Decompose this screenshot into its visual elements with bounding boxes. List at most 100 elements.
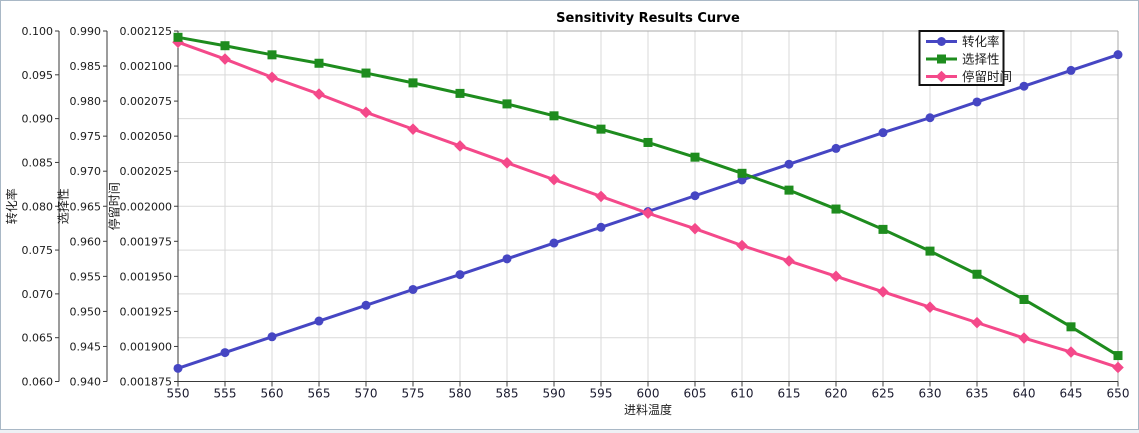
y-tick-label: 0.001925 <box>120 305 173 318</box>
residence-time-point <box>1065 346 1077 358</box>
y-tick-label: 0.975 <box>70 130 102 143</box>
residence-time-point <box>736 239 748 252</box>
residence-time-point <box>219 53 231 65</box>
x-tick-label: 635 <box>966 387 989 401</box>
x-tick-label: 560 <box>261 387 284 401</box>
conversion-point <box>408 284 418 294</box>
legend-label: 选择性 <box>962 52 1000 67</box>
conversion-point <box>502 254 512 264</box>
y-tick-label: 0.990 <box>70 25 102 38</box>
y-tick-label: 0.002025 <box>120 165 173 178</box>
residence-time-point <box>407 123 419 135</box>
selectivity-point <box>549 111 559 121</box>
x-tick-label: 640 <box>1013 387 1036 401</box>
conversion-point <box>1019 81 1029 91</box>
residence-time-point <box>454 140 466 152</box>
y-tick-label: 0.955 <box>70 270 102 283</box>
y-tick-label: 0.970 <box>70 165 102 178</box>
conversion-point <box>1113 50 1123 60</box>
conversion-point <box>925 113 935 123</box>
residence-time-point <box>360 106 372 119</box>
selectivity-point <box>455 88 465 98</box>
legend-item-conversion: 转化率 <box>926 34 1000 49</box>
series-selectivity <box>173 32 1123 361</box>
y-tick-label: 0.002075 <box>120 95 173 108</box>
conversion-point <box>361 300 371 310</box>
residence-time-point <box>689 222 701 235</box>
legend-square-marker <box>937 54 946 64</box>
x-tick-label: 615 <box>778 387 801 401</box>
conversion-point <box>314 316 324 326</box>
legend-label: 转化率 <box>962 34 1000 49</box>
y-axis-conversion: 0.100 0.095 0.090 0.085 0.080 0.075 0.070 0.065… <box>4 25 60 389</box>
conversion-point <box>690 191 700 201</box>
residence-time-point <box>642 207 654 220</box>
x-tick-label: 575 <box>402 387 425 401</box>
y-tick-label: 0.002100 <box>120 60 173 73</box>
conversion-point <box>596 222 606 232</box>
x-tick-label: 550 <box>167 387 190 401</box>
y-axis-selectivity: 0.990 0.985 0.980 0.975 0.970 0.965 0.960 0.955… <box>57 25 108 389</box>
y-axis-residence-time: 0.002125 0.002100 0.002075 0.002050 0.002025… <box>107 25 179 389</box>
x-axis <box>177 381 1119 387</box>
y-tick-label: 0.085 <box>22 156 54 169</box>
y-tick-label: 0.950 <box>70 305 102 318</box>
y-tick-label: 0.980 <box>70 95 102 108</box>
x-tick-label: 595 <box>590 387 613 401</box>
y-tick-label: 0.002125 <box>120 25 173 38</box>
y-tick-label: 0.090 <box>22 113 54 126</box>
y-tick-label: 0.060 <box>22 376 54 389</box>
residence-time-point <box>783 255 795 267</box>
selectivity-point <box>1019 294 1029 304</box>
selectivity-point <box>831 204 841 214</box>
selectivity-point <box>408 78 418 88</box>
residence-time-point <box>548 173 560 186</box>
y-tick-label: 0.001975 <box>120 235 173 248</box>
y-tick-label: 0.002050 <box>120 130 173 143</box>
y-tick-label: 0.095 <box>22 69 54 82</box>
selectivity-point <box>1113 351 1123 361</box>
y-tick-label: 0.002000 <box>120 200 173 213</box>
residence-time-point <box>924 301 936 313</box>
selectivity-point <box>173 32 183 42</box>
x-tick-label: 605 <box>684 387 707 401</box>
y-tick-label: 0.001900 <box>120 340 173 353</box>
y-axis-title: 选择性 <box>57 188 71 224</box>
selectivity-point <box>643 137 653 147</box>
conversion-point <box>220 348 230 358</box>
selectivity-point <box>690 152 700 162</box>
y-tick-label: 0.065 <box>22 332 54 345</box>
y-tick-label: 0.965 <box>70 200 102 213</box>
x-tick-label: 570 <box>355 387 378 401</box>
x-tick-label: 600 <box>637 387 660 401</box>
y-tick-label: 0.100 <box>22 25 54 38</box>
selectivity-point <box>878 224 888 234</box>
residence-time-point <box>266 71 278 84</box>
conversion-point <box>549 238 559 248</box>
selectivity-point <box>596 124 606 134</box>
residence-time-point <box>595 190 607 203</box>
x-tick-label: 625 <box>872 387 895 401</box>
x-tick-label: 650 <box>1107 387 1130 401</box>
residence-time-point <box>1112 361 1124 374</box>
selectivity-point <box>784 185 794 195</box>
residence-time-point <box>1018 332 1030 344</box>
y-axis-title: 停留时间 <box>107 182 122 230</box>
x-tick-label: 610 <box>731 387 754 401</box>
y-tick-label: 0.080 <box>22 200 54 213</box>
conversion-point <box>267 332 277 342</box>
conversion-point <box>784 159 794 169</box>
y-tick-label: 0.001875 <box>120 376 173 389</box>
y-tick-label: 0.940 <box>70 376 102 389</box>
y-tick-label: 0.001950 <box>120 270 173 283</box>
legend-label: 停留时间 <box>962 69 1012 84</box>
selectivity-point <box>737 168 747 178</box>
selectivity-point <box>925 246 935 256</box>
residence-time-point <box>501 156 513 169</box>
legend-diamond-marker <box>935 70 948 83</box>
x-tick-label: 565 <box>308 387 331 401</box>
residence-time-point <box>877 285 889 298</box>
conversion-point <box>173 363 183 373</box>
